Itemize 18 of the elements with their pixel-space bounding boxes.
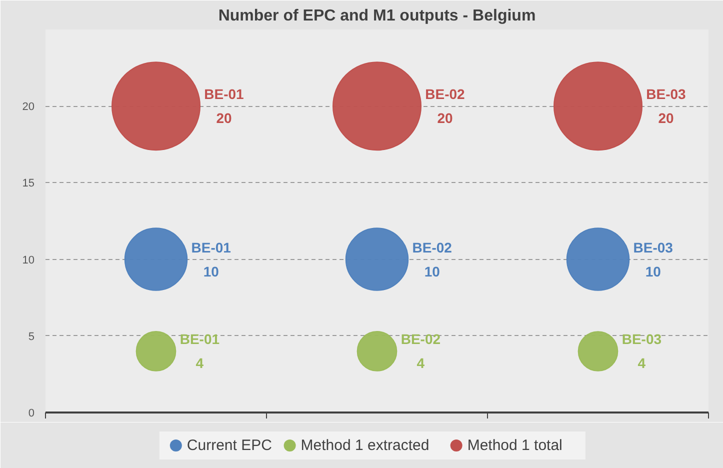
data-label: BE-02 20 — [425, 86, 466, 126]
legend-label: Method 1 extracted — [300, 437, 430, 454]
legend-label: Method 1 total — [467, 437, 562, 454]
data-label: BE-02 10 — [412, 239, 452, 280]
chart-title: Number of EPC and M1 outputs - Belgium — [218, 8, 536, 24]
y-tick-label: 10 — [22, 254, 35, 266]
y-tick-label: 15 — [22, 178, 35, 190]
data-label: BE-01 10 — [191, 239, 232, 280]
data-label: BE-01 20 — [204, 86, 244, 126]
data-label: BE-03 20 — [646, 86, 686, 126]
y-tick-label: 5 — [28, 330, 35, 343]
data-label: BE-01 4 — [180, 331, 220, 372]
data-label: BE-03 10 — [633, 239, 674, 280]
y-tick-label: 0 — [28, 408, 35, 420]
legend-label: Current EPC — [186, 437, 272, 454]
y-tick-label: 20 — [22, 101, 35, 114]
data-label: BE-02 4 — [400, 331, 441, 372]
data-label: BE-03 4 — [622, 331, 662, 372]
